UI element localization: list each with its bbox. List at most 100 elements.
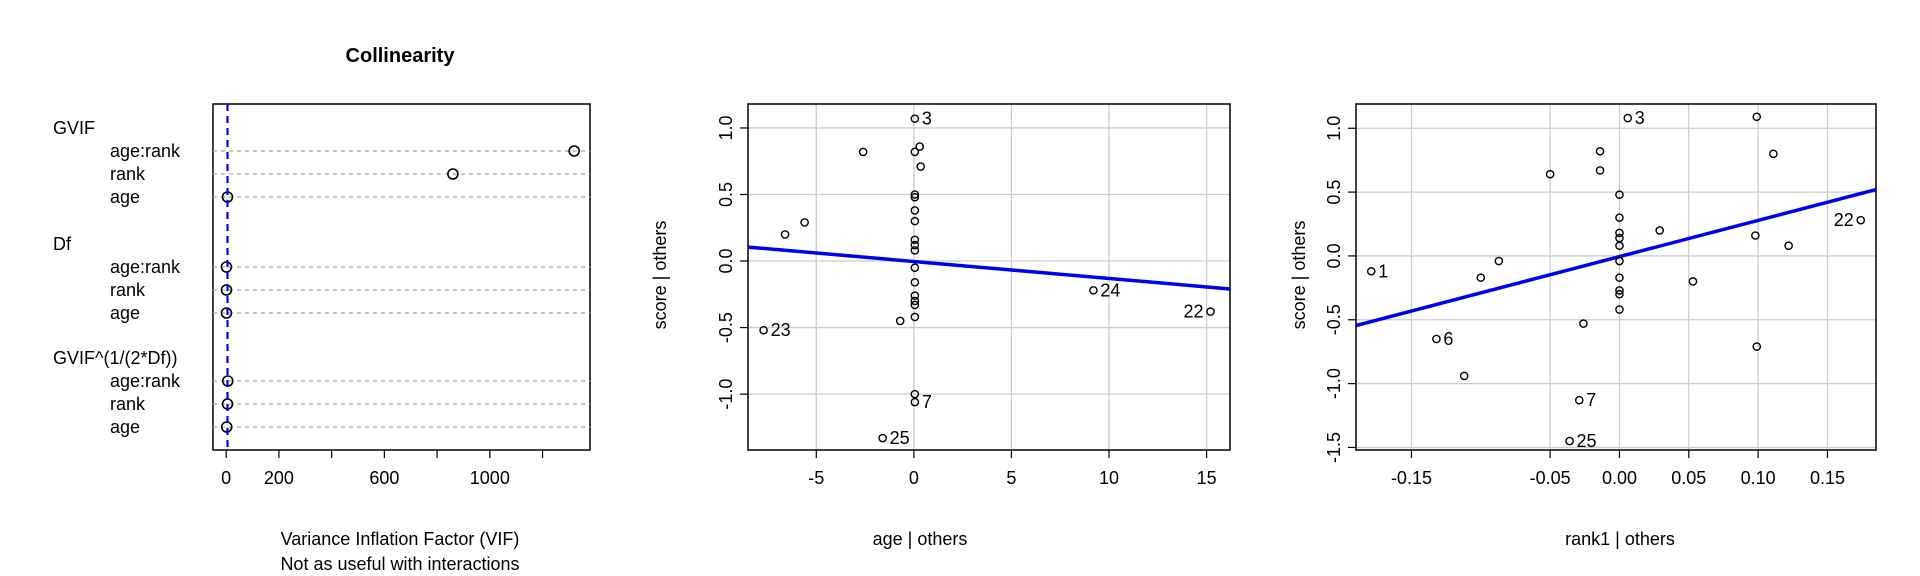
data-point: [910, 291, 920, 300]
data-point: [910, 235, 920, 245]
y-tick-label: 0.0: [716, 249, 736, 274]
data-point: [910, 312, 920, 322]
data-point: [878, 433, 887, 443]
data-point: [1574, 395, 1584, 405]
data-point: [910, 296, 920, 306]
data-point: [1595, 146, 1605, 156]
point-label: 23: [771, 320, 791, 340]
data-point: [1615, 228, 1624, 238]
fit-line: [748, 245, 1230, 291]
data-point: [910, 240, 920, 250]
data-point: [1615, 190, 1624, 199]
y-tick-label: 0.5: [716, 182, 736, 207]
data-point: [800, 218, 809, 227]
data-point: [447, 168, 459, 180]
x-tick-label: 0.10: [1741, 468, 1776, 488]
data-point: [1494, 256, 1504, 266]
data-point: [1615, 213, 1624, 222]
y-tick-label: -0.5: [716, 312, 736, 343]
row-label: age:rank: [110, 371, 181, 391]
data-point: [1565, 436, 1574, 446]
data-point: [1615, 289, 1624, 299]
point-label: 25: [890, 428, 910, 448]
point-label: 24: [1100, 280, 1120, 300]
data-point: [910, 263, 920, 272]
group-label: GVIF^(1/(2*Df)): [53, 348, 177, 368]
data-point: [895, 316, 905, 326]
x-axis-label: age | others: [873, 529, 968, 549]
data-point: [1615, 305, 1624, 314]
point-label: 6: [1443, 329, 1453, 349]
data-point: [1206, 307, 1215, 316]
x-tick-label: 0.15: [1810, 468, 1845, 488]
data-point: [1459, 371, 1469, 381]
x-tick-label: -0.05: [1530, 468, 1571, 488]
data-point: [1615, 286, 1624, 295]
data-point: [910, 190, 920, 199]
data-point: [1784, 241, 1793, 251]
data-point: [916, 162, 926, 171]
group-label: Df: [53, 234, 72, 254]
x-tick-label: 200: [264, 468, 294, 488]
y-tick-label: 1.0: [716, 115, 736, 140]
row-label: age: [110, 417, 140, 437]
data-point: [1655, 226, 1664, 235]
y-tick-label: -1.0: [1324, 368, 1344, 399]
row-label: rank: [110, 394, 146, 414]
data-point: [910, 389, 920, 399]
data-point: [1366, 266, 1376, 276]
y-tick-label: -1.0: [716, 379, 736, 410]
point-label: 3: [1635, 108, 1645, 128]
data-point: [1751, 231, 1760, 240]
row-label: age: [110, 303, 140, 323]
row-label: age:rank: [110, 257, 181, 277]
x-axis-label: Variance Inflation Factor (VIF): [281, 529, 520, 549]
plot-frame: [1355, 103, 1877, 451]
x-tick-label: 0.00: [1602, 468, 1637, 488]
x-tick-label: 10: [1099, 468, 1119, 488]
point-label: 7: [922, 392, 932, 412]
row-label: rank: [110, 164, 146, 184]
x-tick-label: -0.15: [1391, 468, 1432, 488]
data-point: [910, 397, 920, 407]
y-axis-label: score | others: [1289, 221, 1309, 330]
x-tick-label: 1000: [470, 468, 510, 488]
data-point: [910, 192, 920, 202]
data-point: [1615, 256, 1624, 266]
x-axis-subtitle: Not as useful with interactions: [280, 554, 519, 574]
y-axis-label: score | others: [650, 221, 670, 330]
data-point: [1579, 319, 1588, 328]
data-point: [1089, 286, 1098, 295]
data-point: [1595, 166, 1605, 175]
data-point: [1688, 277, 1698, 286]
row-label: age:rank: [110, 141, 181, 161]
x-tick-label: 0.05: [1671, 468, 1706, 488]
group-label: GVIF: [53, 118, 95, 138]
fit-line: [1356, 187, 1876, 328]
row-label: age: [110, 187, 140, 207]
point-label: 7: [1586, 390, 1596, 410]
point-label: 1: [1378, 261, 1388, 281]
data-point: [568, 145, 580, 157]
data-point: [910, 114, 920, 123]
plot-frame: [212, 103, 591, 451]
rank-partial-scatter-panel: rank1 | others score | others -0.15 -0.05…: [1289, 103, 1877, 549]
data-point: [780, 230, 790, 239]
x-axis-label: rank1 | others: [1565, 529, 1675, 549]
data-point: [1615, 241, 1624, 251]
data-point: [915, 142, 925, 151]
y-tick-label: -0.5: [1324, 304, 1344, 335]
data-point: [1615, 273, 1624, 282]
data-point: [1856, 215, 1866, 225]
point-label: 25: [1577, 431, 1597, 451]
y-tick-label: 1.0: [1324, 116, 1344, 141]
y-tick-label: -1.5: [1324, 432, 1344, 463]
x-tick-label: 0: [909, 468, 919, 488]
data-point: [910, 206, 920, 215]
data-point: [1432, 334, 1441, 344]
y-tick-label: 0.5: [1324, 180, 1344, 205]
data-point: [910, 278, 920, 287]
data-point: [1769, 149, 1778, 159]
data-point: [910, 246, 920, 255]
